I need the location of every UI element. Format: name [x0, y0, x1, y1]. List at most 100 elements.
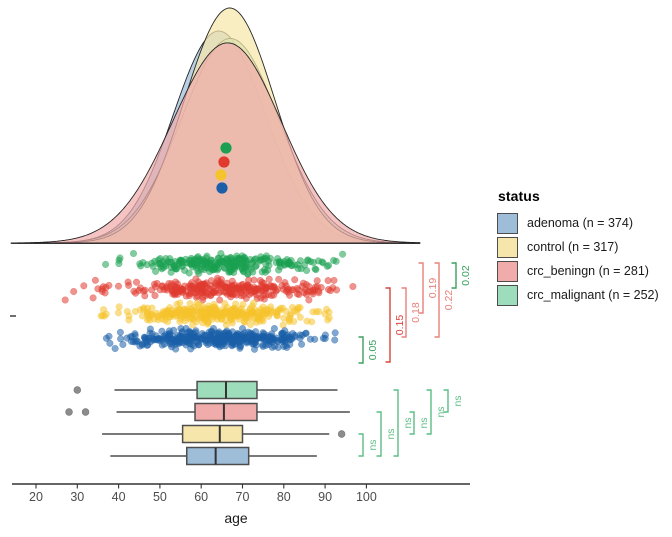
jitter-point: [226, 254, 234, 262]
legend-item-adenoma[interactable]: adenoma (n = 374): [497, 212, 667, 234]
jitter-point: [283, 285, 291, 294]
jitter-point: [176, 318, 184, 326]
legend-title: status: [498, 188, 540, 204]
jitter-point: [295, 290, 303, 299]
jitter-point: [325, 261, 333, 269]
jitter-point: [238, 325, 247, 333]
jitter-point: [70, 287, 78, 296]
jitter-point: [115, 303, 123, 311]
jitter-point: [166, 330, 174, 338]
jitter-point: [175, 339, 183, 348]
jitter-point: [158, 341, 166, 349]
jitter-point: [277, 258, 285, 266]
jitter-point: [222, 317, 230, 325]
outlier-point-crc_beningn: [65, 408, 73, 416]
legend-item-crc-malignant[interactable]: crc_malignant (n = 252): [497, 284, 667, 306]
ns-bracket-line-3: [409, 411, 415, 435]
jitter-point: [184, 311, 192, 319]
jitter-point: [283, 256, 291, 264]
dot-comparison-brackets: 0.05 0.15 0.18 0.19 0.22 0.02: [358, 262, 472, 364]
jitter-row-crc_malignant: [102, 249, 347, 278]
jitter-point: [250, 276, 258, 284]
jitter-point: [259, 341, 267, 349]
ns-bracket-label-1: ns: [385, 428, 397, 439]
jitter-point: [253, 294, 261, 302]
jitter-point: [187, 305, 196, 313]
jitter-point: [349, 282, 357, 291]
jitter-point: [339, 250, 347, 258]
ns-bracket-line-2: [393, 389, 399, 457]
legend-item-control[interactable]: control (n = 317): [497, 236, 667, 258]
jitter-point: [172, 345, 180, 353]
pvalue-bracket-label-5: 0.02: [460, 265, 472, 286]
boxplot-adenoma: [110, 446, 317, 466]
x-axis-tick-label: 30: [70, 490, 84, 504]
jitter-point: [209, 288, 217, 296]
jitter-point: [306, 335, 314, 343]
jitter-point: [173, 300, 181, 308]
jitter-point: [260, 311, 268, 319]
jitter-point: [185, 292, 193, 300]
x-axis-tick-label: 40: [112, 490, 126, 504]
jitter-point: [199, 293, 207, 301]
jitter-point: [102, 260, 110, 268]
mean-dot-crc_beningn: [218, 156, 230, 168]
jitter-point: [198, 305, 206, 313]
jitter-point: [89, 294, 97, 302]
jitter-point: [330, 256, 338, 264]
jitter-point: [185, 334, 193, 342]
legend-item-crc-beningn[interactable]: crc_beningn (n = 281): [497, 260, 667, 282]
jitter-point: [324, 286, 333, 294]
jitter-point: [202, 259, 210, 267]
pvalue-bracket-line-3: [418, 262, 424, 314]
jitter-point: [267, 292, 276, 300]
outlier-point-crc_beningn: [81, 408, 90, 416]
jitter-point: [174, 309, 182, 317]
jitter-point: [313, 277, 321, 285]
jitter-point: [105, 332, 113, 340]
jitter-point: [264, 337, 272, 345]
box-control: [181, 424, 244, 444]
jitter-point: [298, 340, 306, 348]
jitter-point: [205, 284, 213, 292]
jitter-point: [239, 300, 247, 308]
jitter-point: [275, 275, 283, 283]
legend-label-control: control (n = 317): [527, 240, 619, 254]
density-cloud-region: [10, 7, 421, 245]
jitter-point: [143, 338, 151, 346]
pvalue-bracket-3: 0.19: [418, 262, 439, 314]
jitter-point: [213, 337, 221, 345]
jitter-point: [164, 307, 172, 315]
jitter-point: [115, 256, 123, 264]
jitter-point: [194, 333, 202, 341]
pvalue-bracket-label-2: 0.18: [410, 302, 422, 323]
boxplot-region: [65, 380, 350, 466]
boxplot-crc_beningn: [65, 402, 350, 422]
jitter-point: [102, 310, 110, 318]
jitter-point: [125, 312, 133, 320]
jitter-point: [153, 279, 161, 287]
ns-bracket-label-3: ns: [418, 417, 430, 428]
jitter-point: [196, 283, 204, 291]
jitter-point: [254, 285, 262, 294]
jitter-point: [262, 260, 270, 268]
jitter-point: [228, 319, 236, 327]
jitter-point: [309, 258, 317, 266]
jitter-point: [204, 320, 212, 328]
ns-bracket-label-5: ns: [452, 395, 464, 406]
outlier-point-crc_malignant: [73, 386, 82, 394]
pvalue-bracket-5: 0.02: [451, 262, 472, 289]
jitter-point: [185, 269, 193, 277]
jitter-point: [203, 335, 211, 343]
x-axis-tick-label: 100: [356, 490, 377, 504]
jitter-point: [80, 282, 88, 290]
jitter-point: [61, 296, 69, 304]
jitter-point: [315, 289, 323, 297]
mean-dot-crc_malignant: [220, 142, 232, 154]
mean-dots: [215, 142, 232, 194]
jitter-point: [176, 332, 184, 340]
x-axis-tick-label: 80: [277, 490, 291, 504]
jitter-point: [149, 336, 157, 344]
legend-label-crc-beningn: crc_beningn (n = 281): [527, 264, 649, 278]
